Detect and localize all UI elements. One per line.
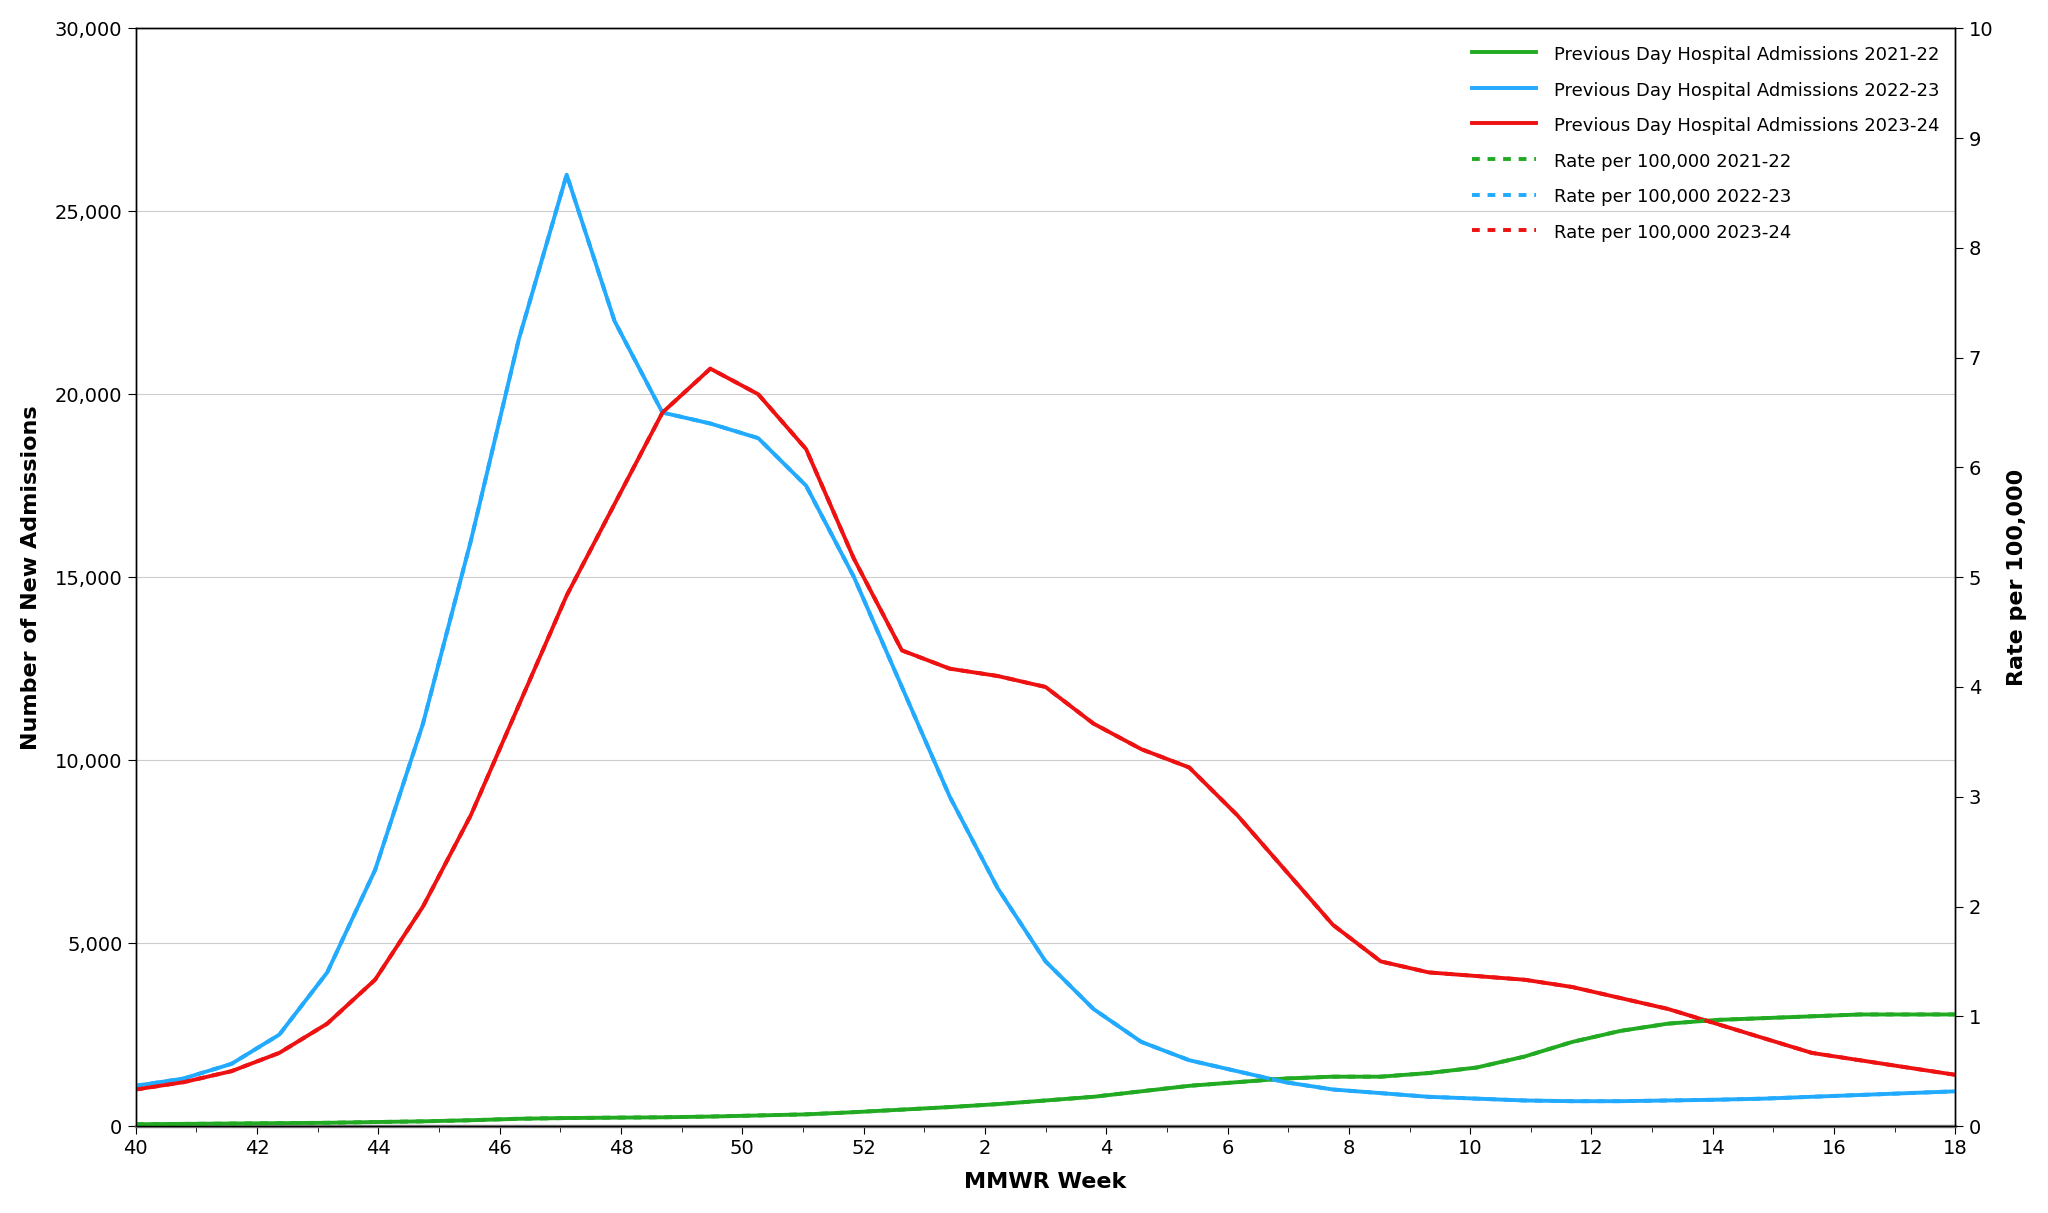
Legend: Previous Day Hospital Admissions 2021-22, Previous Day Hospital Admissions 2022-: Previous Day Hospital Admissions 2021-22… bbox=[1464, 38, 1946, 249]
Y-axis label: Rate per 100,000: Rate per 100,000 bbox=[2007, 468, 2028, 685]
Y-axis label: Number of New Admissions: Number of New Admissions bbox=[20, 405, 41, 750]
X-axis label: MMWR Week: MMWR Week bbox=[965, 1172, 1126, 1192]
